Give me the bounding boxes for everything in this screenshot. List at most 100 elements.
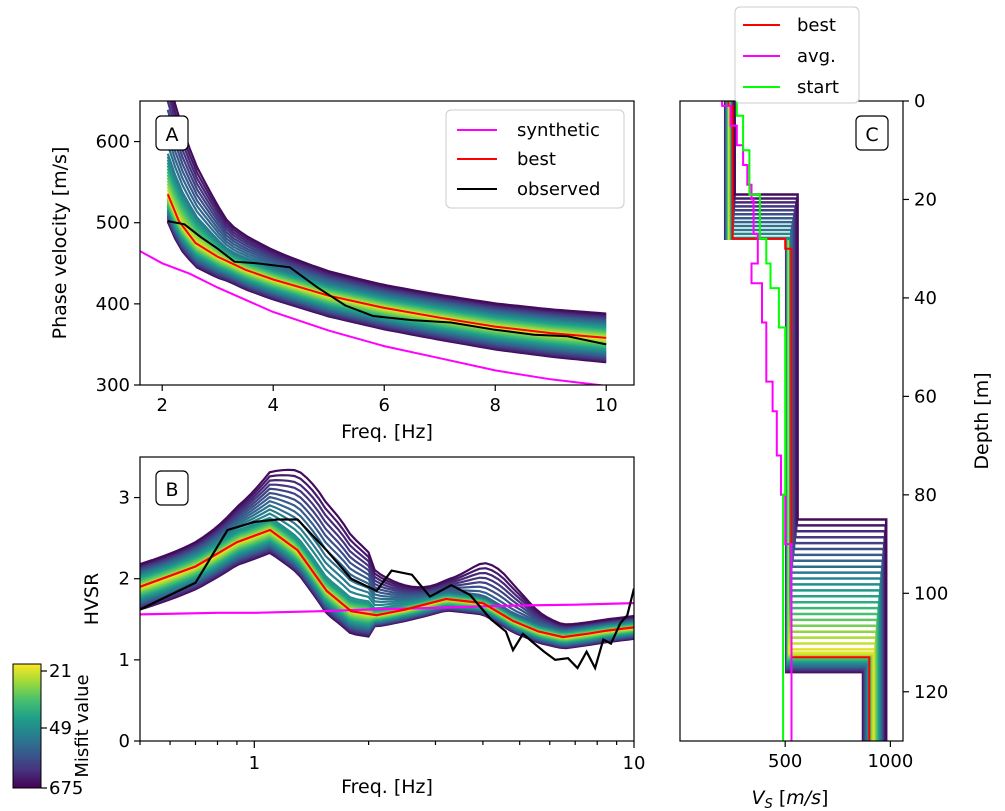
y-tick-label: 0 xyxy=(119,731,130,752)
legend-label-observed: observed xyxy=(517,179,600,200)
series-line-best xyxy=(166,193,607,339)
panel-c-label-box xyxy=(855,115,889,151)
panel-b-label-box xyxy=(155,470,189,506)
series-line-observed xyxy=(140,518,634,671)
colorbar-tick-label: 675 xyxy=(49,778,83,799)
series-line-synthetic xyxy=(140,602,634,616)
ensemble-profile xyxy=(730,101,881,741)
series-line-best xyxy=(140,528,634,639)
x-tick-label: 10 xyxy=(595,395,618,416)
y-tick-label: 100 xyxy=(914,583,948,604)
colorbar-tick-label: 49 xyxy=(49,718,72,739)
panel-a-series xyxy=(140,193,608,385)
y-tick-label: 0 xyxy=(914,91,925,112)
panel-a-axes-frame xyxy=(139,100,635,386)
panel-c-ylabel: Depth [m] xyxy=(971,372,993,469)
x-tick-label: 10 xyxy=(623,753,646,774)
colorbar: 21 49 675 Misfit value xyxy=(12,661,93,799)
panel-c-series xyxy=(721,101,871,741)
y-tick-label: 60 xyxy=(914,386,937,407)
series-profile-avg. xyxy=(721,101,793,741)
panel-a: 2 4 6 8 10 300 400 500 600 Freq. [Hz] Phase vel… xyxy=(49,100,635,443)
x-tick-label: 4 xyxy=(267,395,278,416)
y-tick-label: 400 xyxy=(96,294,130,315)
y-tick-label: 20 xyxy=(914,189,937,210)
y-tick-label: 2 xyxy=(119,569,130,590)
panel-b-x-ticks: 1 10 xyxy=(139,741,646,774)
y-tick-label: 3 xyxy=(119,488,130,509)
y-tick-label: 1 xyxy=(119,650,130,671)
ensemble-profile xyxy=(732,101,885,741)
panel-a-legend: synthetic best observed xyxy=(445,109,625,209)
panel-a-legend-box xyxy=(445,109,625,209)
ensemble-profile xyxy=(732,101,885,741)
ensemble-profile xyxy=(727,101,874,741)
ensemble-profile xyxy=(733,101,887,741)
ensemble-profile xyxy=(733,101,887,741)
y-tick-label: 600 xyxy=(96,132,130,153)
panel-b: 1 10 0 1 2 3 Freq. [Hz] HVSR B xyxy=(81,456,646,798)
x-tick-label: 2 xyxy=(156,395,167,416)
colorbar-label: Misfit value xyxy=(72,674,93,777)
y-tick-label: 40 xyxy=(914,288,937,309)
legend-label-c-avg: avg. xyxy=(797,46,836,67)
ensemble-profile xyxy=(733,101,888,741)
x-tick-label: 1000 xyxy=(867,751,913,772)
ensemble-curve xyxy=(173,101,607,315)
panel-b-ensemble-curves xyxy=(140,468,634,650)
ensemble-profile xyxy=(732,101,886,741)
panel-a-label-box xyxy=(155,115,189,151)
series-line-synthetic xyxy=(140,250,608,385)
ensemble-profile xyxy=(727,101,873,741)
series-profile-start xyxy=(735,101,787,741)
ensemble-profile xyxy=(727,101,874,741)
y-tick-label: 300 xyxy=(96,375,130,396)
ensemble-profile xyxy=(730,101,882,741)
ensemble-profile xyxy=(732,101,886,741)
panel-b-y-ticks: 0 1 2 3 xyxy=(119,488,140,752)
panel-c: 500 1000 0 20 40 60 80 100 120 VS [m/s] Depth [… xyxy=(679,6,993,811)
legend-label-best: best xyxy=(517,149,556,170)
panel-a-y-ticks: 300 400 500 600 xyxy=(96,132,140,396)
series-line-observed xyxy=(167,220,607,346)
panel-b-series xyxy=(140,518,634,671)
y-tick-label: 120 xyxy=(914,682,948,703)
x-tick-label: 500 xyxy=(768,751,802,772)
ensemble-profile xyxy=(727,101,872,741)
panel-b-axes-frame xyxy=(139,456,635,742)
y-tick-label: 80 xyxy=(914,485,937,506)
x-tick-label: 6 xyxy=(378,395,389,416)
ensemble-profile xyxy=(730,101,880,741)
x-tick-label: 1 xyxy=(249,753,260,774)
legend-label-c-start: start xyxy=(797,77,839,98)
panel-b-ylabel: HVSR xyxy=(81,573,103,626)
colorbar-tick-label: 21 xyxy=(49,661,72,682)
panel-a-ylabel: Phase velocity [m/s] xyxy=(49,147,71,340)
panel-a-xlabel: Freq. [Hz] xyxy=(341,421,433,443)
ensemble-profile xyxy=(731,101,883,741)
legend-label-synthetic: synthetic xyxy=(517,120,600,141)
panel-c-legend-box xyxy=(734,6,860,104)
ensemble-profile xyxy=(730,101,880,741)
panel-c-x-ticks: 500 1000 xyxy=(768,741,913,772)
ensemble-profile xyxy=(729,101,879,741)
ensemble-profile xyxy=(729,101,878,741)
ensemble-profile xyxy=(731,101,883,741)
panel-a-x-ticks: 2 4 6 8 10 xyxy=(156,385,618,416)
colorbar-gradient xyxy=(12,663,42,789)
panel-c-ensemble-profiles xyxy=(723,101,888,741)
x-tick-label: 8 xyxy=(490,395,501,416)
panel-b-label: B xyxy=(165,479,178,501)
ensemble-profile xyxy=(731,101,884,741)
panel-a-label: A xyxy=(166,124,179,146)
panel-c-legend: best avg. start xyxy=(734,6,860,104)
ensemble-profile xyxy=(731,101,882,741)
panel-c-y-ticks: 0 20 40 60 80 100 120 xyxy=(903,91,948,703)
panel-b-xlabel: Freq. [Hz] xyxy=(341,776,433,798)
ensemble-profile xyxy=(730,101,881,741)
ensemble-profile xyxy=(726,101,872,741)
legend-label-c-best: best xyxy=(797,15,836,36)
panel-c-xlabel: VS [m/s] xyxy=(752,787,829,811)
panel-c-label: C xyxy=(865,124,878,146)
